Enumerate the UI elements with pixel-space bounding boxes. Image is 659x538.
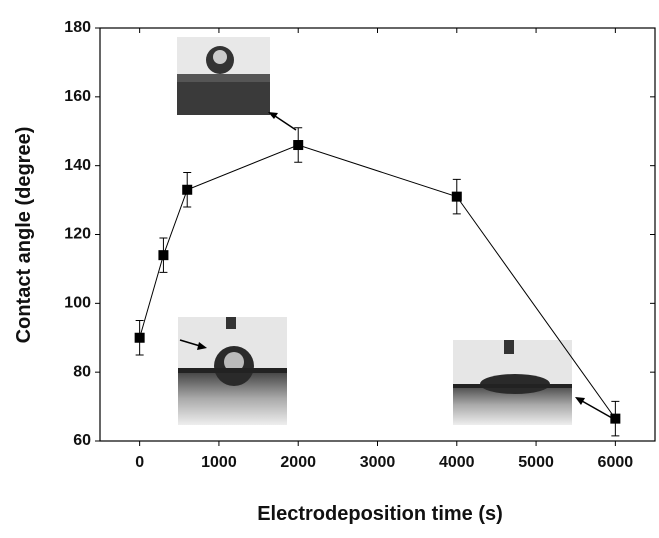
x-axis-title: Electrodeposition time (s)	[257, 503, 503, 525]
arrow-head	[197, 342, 207, 350]
data-point	[134, 332, 145, 343]
y-tick-label: 60	[73, 432, 91, 449]
x-tick-label: 3000	[360, 454, 396, 471]
y-tick-label: 80	[73, 363, 91, 380]
data-line	[139, 144, 616, 419]
y-tick-label: 120	[64, 226, 91, 243]
arrow	[271, 113, 297, 131]
arrow	[581, 400, 613, 419]
x-tick-label: 2000	[280, 454, 316, 471]
arrow	[179, 339, 201, 347]
data-point	[610, 413, 621, 424]
inset-image	[177, 37, 270, 115]
inset-image	[178, 317, 287, 425]
y-axis-title: Contact angle (degree)	[13, 127, 35, 344]
arrow-head	[268, 112, 278, 119]
y-tick-label: 140	[64, 157, 91, 174]
inset-image	[453, 340, 572, 425]
data-point	[158, 250, 169, 261]
y-tick-label: 160	[64, 88, 91, 105]
x-tick-label: 4000	[439, 454, 475, 471]
arrow-head	[575, 397, 585, 405]
y-tick-label: 180	[64, 19, 91, 36]
data-point	[293, 140, 304, 151]
x-tick-label: 0	[135, 454, 144, 471]
data-point	[451, 191, 462, 202]
x-tick-label: 5000	[518, 454, 554, 471]
x-tick-label: 6000	[598, 454, 634, 471]
data-point	[182, 184, 193, 195]
x-tick-label: 1000	[201, 454, 237, 471]
y-tick-label: 100	[64, 295, 91, 312]
